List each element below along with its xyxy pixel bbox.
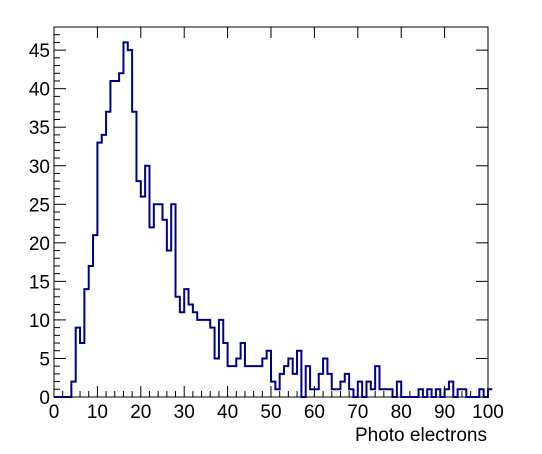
x-tick-label: 10 (87, 402, 108, 423)
y-tick-label: 5 (39, 349, 50, 370)
x-axis-label: Photo electrons (355, 425, 487, 446)
x-tick-label: 50 (260, 402, 281, 423)
y-tick-label: 25 (29, 195, 50, 216)
y-tick-label: 30 (29, 157, 50, 178)
y-tick-label: 20 (29, 234, 50, 255)
x-tick-label: 40 (217, 402, 238, 423)
y-tick-label: 35 (29, 118, 50, 139)
x-tick-label: 60 (304, 402, 325, 423)
y-tick-label: 45 (29, 41, 50, 62)
x-tick-label: 80 (391, 402, 412, 423)
x-tick-label: 20 (130, 402, 151, 423)
x-tick-label: 70 (347, 402, 368, 423)
x-tick-label: 100 (472, 402, 504, 423)
x-axis-ticks: 0 10 20 30 40 50 60 70 80 90 100 (49, 27, 504, 423)
y-tick-label: 15 (29, 272, 50, 293)
x-tick-label: 0 (49, 402, 60, 423)
histogram-line (54, 41, 493, 398)
x-tick-label: 90 (434, 402, 455, 423)
y-tick-label: 0 (39, 388, 50, 409)
y-tick-label: 10 (29, 311, 50, 332)
y-axis-ticks: 0 5 10 15 20 25 30 35 40 45 (29, 26, 488, 409)
y-tick-label: 40 (29, 80, 50, 101)
plot-frame (53, 26, 489, 398)
x-tick-label: 30 (174, 402, 195, 423)
